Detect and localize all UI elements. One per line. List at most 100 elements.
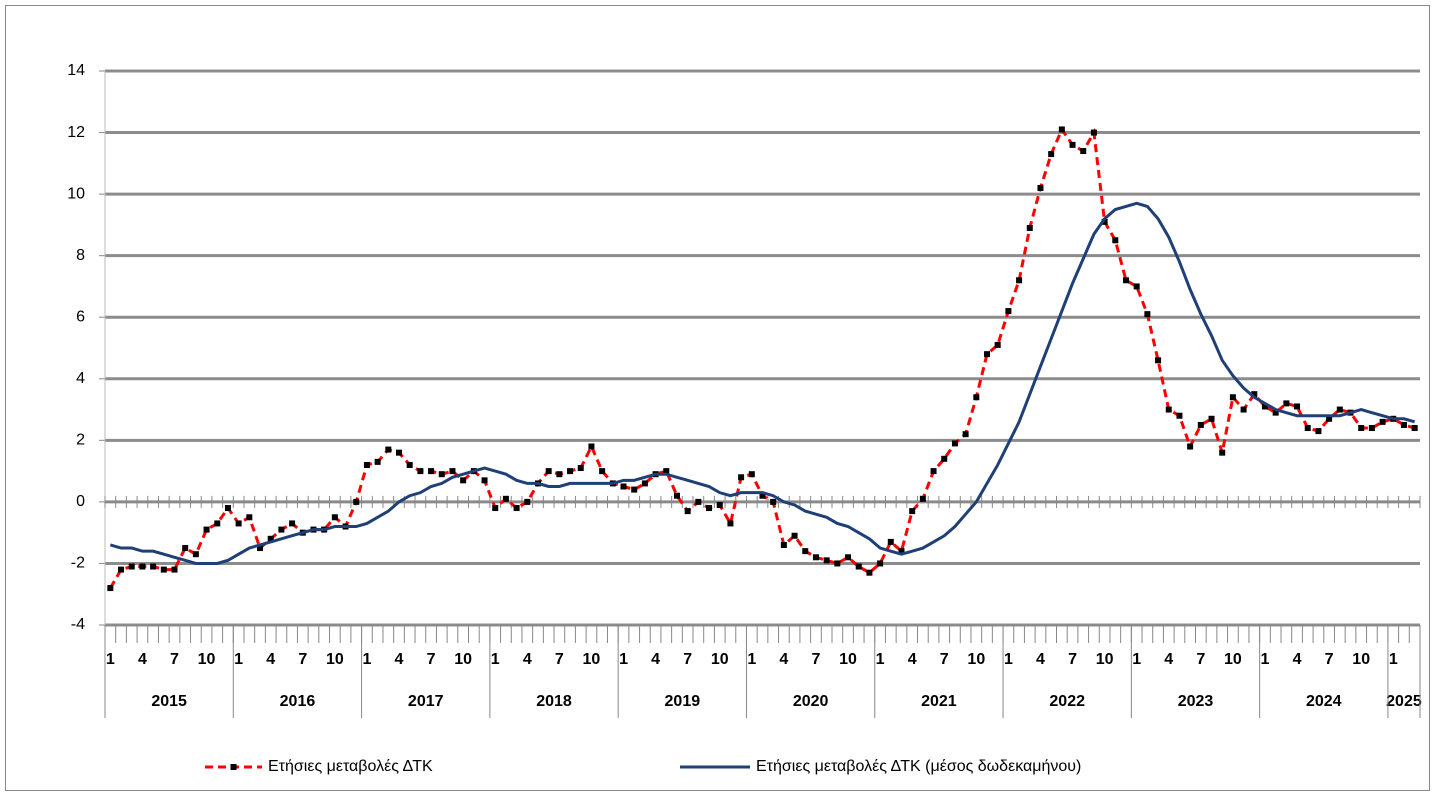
year-label: 2019 — [665, 693, 701, 710]
year-label: 2017 — [408, 693, 444, 710]
point-marker — [1187, 443, 1194, 450]
point-marker — [396, 449, 403, 456]
x-tick-label: 10 — [1096, 651, 1114, 668]
x-tick-label: 10 — [454, 651, 472, 668]
point-marker — [919, 495, 926, 502]
x-tick-label: 4 — [395, 651, 404, 668]
x-tick-label: 10 — [839, 651, 857, 668]
point-marker — [1112, 237, 1119, 244]
point-marker — [492, 505, 499, 512]
year-label: 2024 — [1306, 693, 1342, 710]
x-tick-label: 1 — [106, 651, 115, 668]
point-marker — [1411, 425, 1418, 432]
point-marker — [973, 394, 980, 401]
point-marker — [1048, 151, 1055, 158]
point-marker — [246, 514, 253, 521]
point-marker — [1283, 400, 1290, 407]
point-marker — [791, 532, 798, 539]
y-tick-label: 0 — [76, 493, 85, 510]
x-tick-label: 7 — [555, 651, 564, 668]
point-marker — [663, 468, 670, 475]
point-marker — [1358, 425, 1365, 432]
point-marker — [984, 351, 991, 358]
point-marker — [599, 468, 606, 475]
point-marker — [267, 535, 274, 542]
point-marker — [118, 566, 125, 573]
point-marker — [1368, 425, 1375, 432]
point-marker — [1261, 403, 1268, 410]
x-tick-label: 4 — [138, 651, 147, 668]
point-marker — [449, 468, 456, 475]
x-tick-label: 1 — [1389, 651, 1398, 668]
point-marker — [1219, 449, 1226, 456]
point-marker — [1069, 141, 1076, 148]
point-marker — [1090, 129, 1097, 136]
series-line — [109, 201, 1416, 565]
point-marker — [1080, 148, 1087, 155]
point-marker — [823, 557, 830, 564]
year-label: 2018 — [536, 693, 572, 710]
year-label: 2023 — [1178, 693, 1214, 710]
x-tick-label: 1 — [234, 651, 243, 668]
point-marker — [428, 468, 435, 475]
point-marker — [278, 526, 285, 533]
point-marker — [150, 563, 157, 570]
point-marker — [502, 495, 509, 502]
legend-label: Ετήσιες μεταβολές ΔΤΚ (μέσος δωδεκαμήνου… — [756, 758, 1081, 775]
point-marker — [128, 563, 135, 570]
point-marker — [1155, 357, 1162, 364]
point-marker — [1326, 415, 1333, 422]
point-marker — [1400, 421, 1407, 428]
point-marker — [331, 514, 338, 521]
point-marker — [363, 461, 370, 468]
x-tick-label: 7 — [1325, 651, 1334, 668]
point-marker — [1122, 277, 1129, 284]
point-marker — [160, 566, 167, 573]
x-tick-label: 7 — [1196, 651, 1205, 668]
y-tick-label: 6 — [76, 308, 85, 325]
point-marker — [1005, 308, 1012, 315]
x-tick-label: 4 — [523, 651, 532, 668]
point-marker — [1379, 418, 1386, 425]
point-marker — [716, 501, 723, 508]
y-tick-label: 8 — [76, 247, 85, 264]
point-marker — [1133, 283, 1140, 290]
x-tick-label: 7 — [427, 651, 436, 668]
point-marker — [353, 498, 360, 505]
point-marker — [171, 566, 178, 573]
x-tick-label: 10 — [583, 651, 601, 668]
x-tick-label: 4 — [1293, 651, 1302, 668]
year-label: 2025 — [1386, 693, 1422, 710]
point-marker — [1304, 425, 1311, 432]
x-tick-label: 1 — [747, 651, 756, 668]
point-marker — [759, 492, 766, 499]
x-tick-label: 10 — [198, 651, 216, 668]
point-marker — [812, 554, 819, 561]
point-marker — [107, 585, 114, 592]
x-tick-label: 4 — [266, 651, 275, 668]
point-marker — [417, 468, 424, 475]
point-marker — [406, 461, 413, 468]
point-marker — [1251, 391, 1258, 398]
point-marker — [631, 486, 638, 493]
x-tick-label: 1 — [491, 651, 500, 668]
point-marker — [951, 440, 958, 447]
point-marker — [706, 505, 713, 512]
point-marker — [139, 563, 146, 570]
point-marker — [834, 560, 841, 567]
x-tick-label: 1 — [619, 651, 628, 668]
y-tick-label: -4 — [71, 616, 85, 633]
x-tick-label: 1 — [1004, 651, 1013, 668]
year-label: 2020 — [793, 693, 829, 710]
point-marker — [855, 563, 862, 570]
chart-frame — [5, 5, 1430, 791]
point-marker — [780, 541, 787, 548]
x-tick-label: 1 — [876, 651, 885, 668]
point-marker — [1336, 406, 1343, 413]
point-marker — [887, 538, 894, 545]
x-tick-label: 4 — [779, 651, 788, 668]
point-marker — [930, 468, 937, 475]
x-tick-label: 7 — [170, 651, 179, 668]
x-tick-label: 10 — [711, 651, 729, 668]
y-tick-label: -2 — [71, 555, 85, 572]
